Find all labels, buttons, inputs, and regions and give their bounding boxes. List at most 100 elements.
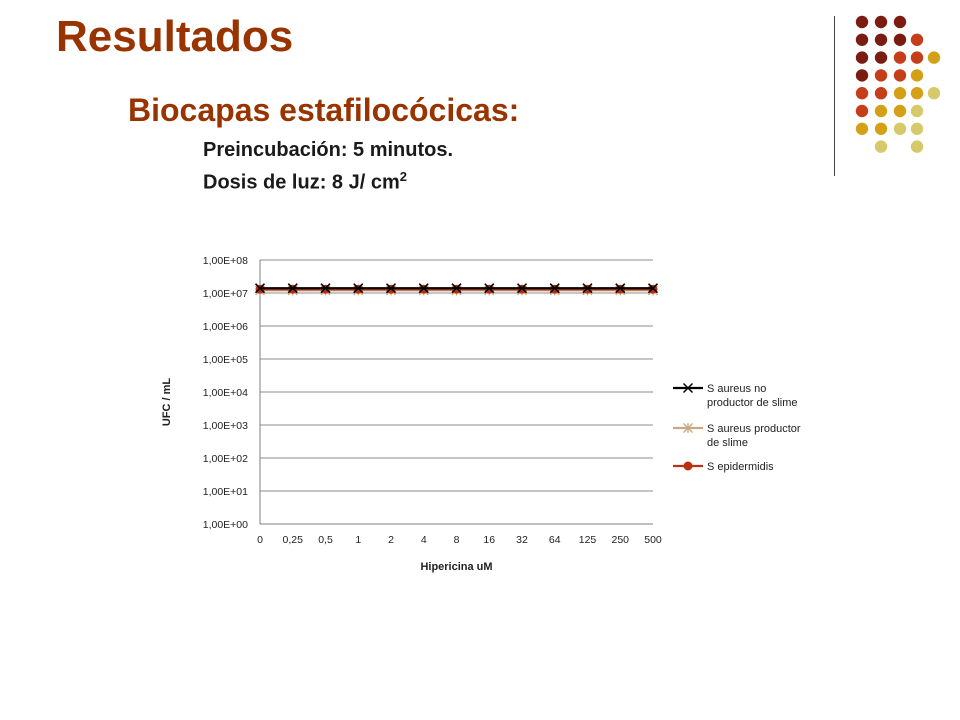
x-tick-label: 250	[611, 534, 629, 546]
y-axis-title: UFC / mL	[161, 378, 173, 427]
legend-label: productor de slime	[707, 397, 798, 409]
x-tick-label: 8	[454, 534, 460, 546]
x-tick-label: 64	[549, 534, 561, 546]
decorative-dot	[874, 33, 888, 46]
x-marker-stroke	[647, 283, 659, 294]
y-tick-label: 1,00E+06	[203, 321, 248, 333]
x-marker-stroke	[385, 283, 397, 294]
x-marker-stroke	[615, 283, 626, 294]
slide-subtitle: Biocapas estafilocócicas:	[128, 92, 520, 128]
data-point	[484, 283, 495, 294]
decorative-dot	[893, 104, 907, 118]
x-axis-title: Hipericina uM	[420, 561, 492, 573]
y-tick-label: 1,00E+00	[203, 519, 248, 531]
x-marker-stroke	[287, 283, 298, 294]
x-tick-label: 16	[483, 534, 495, 546]
x-tick-label: 2	[388, 534, 394, 546]
decorative-dot	[874, 51, 888, 64]
decorative-dot	[910, 104, 924, 118]
x-tick-label: 4	[421, 534, 427, 546]
decorative-dot	[874, 122, 888, 135]
x-tick-label: 0	[257, 534, 263, 546]
decorative-dot	[910, 140, 924, 153]
data-point	[287, 283, 298, 294]
x-marker-stroke	[582, 283, 593, 294]
decorative-dot	[910, 87, 924, 100]
decorative-dot	[874, 87, 888, 100]
legend-label: S aureus no	[707, 383, 766, 395]
x-tick-label: 125	[579, 534, 597, 546]
data-point	[385, 283, 397, 294]
decorative-dot	[855, 15, 869, 29]
light-dose-line: Dosis de luz: 8 J/ cm2	[203, 169, 407, 195]
circle-marker-dot	[683, 461, 693, 471]
decorative-dot-grid	[855, 15, 941, 153]
y-tick-label: 1,00E+02	[203, 453, 248, 465]
y-tick-label: 1,00E+05	[203, 354, 248, 366]
y-tick-label: 1,00E+08	[203, 255, 248, 267]
decorative-dot	[893, 69, 907, 82]
decorative-dot	[874, 140, 888, 153]
decorative-dot	[927, 87, 941, 100]
legend-label: S epidermidis	[707, 461, 774, 473]
decorative-dot	[910, 51, 924, 64]
data-point	[647, 283, 659, 294]
x-marker-stroke	[484, 283, 495, 294]
legend-label: de slime	[707, 437, 748, 449]
x-tick-label: 0,25	[283, 534, 304, 546]
decorative-dot	[855, 104, 869, 118]
x-marker-stroke	[320, 283, 331, 294]
decorative-dot	[855, 87, 869, 100]
series-1	[254, 283, 659, 294]
x-marker-stroke	[353, 283, 364, 294]
data-point	[353, 283, 364, 294]
decorative-dot	[855, 69, 869, 82]
decorative-dot	[855, 51, 869, 64]
decorative-dot	[910, 69, 924, 82]
x-tick-label: 0,5	[318, 534, 333, 546]
x-marker-stroke	[418, 283, 429, 294]
light-dose-exponent: 2	[399, 169, 407, 184]
data-point	[451, 283, 462, 294]
decorative-dot	[910, 122, 924, 135]
data-point	[418, 283, 429, 294]
data-point	[615, 283, 626, 294]
decorative-dot	[855, 122, 869, 135]
decorative-dot	[893, 15, 907, 29]
line-chart: 1,00E+00 1,00E+01 1,00E+02 1,00E+03 1,00E+04…	[161, 255, 801, 573]
decorative-dot	[927, 51, 941, 64]
light-dose-text: Dosis de luz: 8 J/ cm	[203, 171, 400, 194]
y-tick-label: 1,00E+03	[203, 420, 248, 432]
decorative-dot	[855, 33, 869, 46]
data-point	[582, 283, 593, 294]
decorative-dot	[893, 87, 907, 100]
y-tick-label: 1,00E+01	[203, 486, 248, 498]
x-tick-label: 32	[516, 534, 528, 546]
decorative-dot	[874, 15, 888, 29]
legend-label: S aureus productor	[707, 423, 801, 435]
x-marker-stroke	[451, 283, 462, 294]
x-tick-label: 1	[355, 534, 361, 546]
y-tick-label: 1,00E+07	[203, 288, 248, 300]
decorative-dot	[893, 51, 907, 64]
data-point	[516, 283, 528, 294]
data-point	[254, 283, 266, 294]
decorative-dot	[893, 33, 907, 46]
decorative-dot	[893, 122, 907, 135]
legend-entry: S epidermidis	[673, 461, 774, 473]
decorative-dot	[874, 69, 888, 82]
data-point	[320, 283, 331, 294]
slide-title: Resultados	[56, 12, 294, 61]
data-point	[549, 283, 560, 294]
x-tick-label: 500	[644, 534, 662, 546]
legend-entry: S aureus no productor de slime	[673, 382, 798, 409]
x-marker-stroke	[254, 283, 266, 294]
y-tick-label: 1,00E+04	[203, 387, 248, 399]
x-marker-stroke	[549, 283, 560, 294]
decorative-vertical-rule	[834, 16, 835, 176]
preincubation-line: Preincubación: 5 minutos.	[203, 139, 454, 161]
legend-entry: S aureus productor de slime	[673, 423, 801, 449]
x-marker-stroke	[516, 283, 528, 294]
decorative-dot	[874, 104, 888, 118]
decorative-dot	[910, 33, 924, 46]
